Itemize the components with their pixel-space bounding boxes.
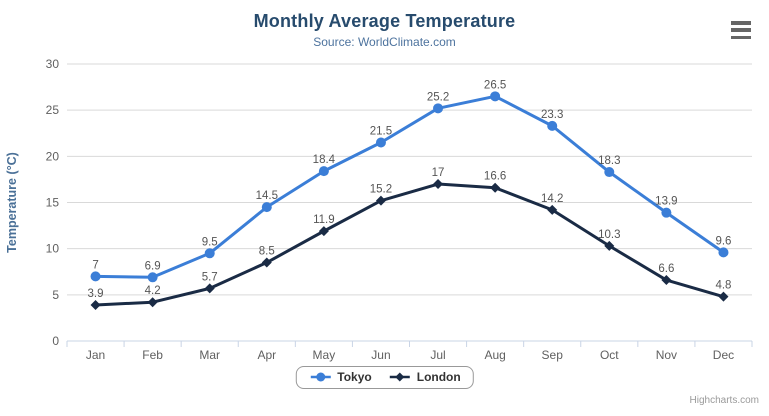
- data-point-marker-tokyo[interactable]: [147, 272, 158, 283]
- data-point-marker-london[interactable]: [490, 182, 501, 193]
- data-label: 7: [92, 259, 98, 271]
- y-tick-label: 0: [52, 334, 59, 348]
- data-label: 5.7: [202, 271, 218, 283]
- hamburger-menu-icon: [731, 35, 751, 39]
- data-point-marker-london[interactable]: [90, 299, 101, 310]
- legend-item-tokyo[interactable]: Tokyo: [308, 370, 372, 384]
- data-point-marker-tokyo[interactable]: [604, 167, 615, 178]
- x-tick-label: Jul: [430, 348, 445, 362]
- x-tick-label: Mar: [199, 348, 220, 362]
- data-label: 26.5: [484, 79, 506, 91]
- data-label: 11.9: [313, 214, 335, 226]
- data-point-marker-tokyo[interactable]: [90, 271, 101, 282]
- data-point-marker-london[interactable]: [433, 179, 444, 190]
- export-menu-button[interactable]: [731, 21, 751, 39]
- data-label: 18.3: [598, 155, 620, 167]
- london-legend-marker-icon: [389, 372, 410, 382]
- legend-label-tokyo: Tokyo: [337, 370, 372, 384]
- chart-title: Monthly Average Temperature: [253, 11, 516, 31]
- x-tick-label: Jan: [86, 348, 105, 362]
- data-point-marker-tokyo[interactable]: [433, 103, 444, 114]
- data-label: 21.5: [370, 125, 392, 137]
- hamburger-menu-icon: [731, 21, 751, 25]
- x-tick-label: Dec: [713, 348, 734, 362]
- data-point-marker-london[interactable]: [718, 291, 729, 302]
- data-label: 4.2: [145, 285, 161, 297]
- data-point-marker-tokyo[interactable]: [261, 202, 272, 213]
- data-point-marker-london[interactable]: [547, 204, 558, 215]
- data-label: 14.2: [541, 193, 563, 205]
- data-label: 9.5: [202, 236, 218, 248]
- x-tick-label: Nov: [656, 348, 677, 362]
- data-point-marker-tokyo[interactable]: [204, 248, 215, 259]
- legend-item-london[interactable]: London: [388, 370, 461, 384]
- y-tick-label: 25: [46, 103, 60, 117]
- x-tick-label: Oct: [600, 348, 619, 362]
- y-tick-label: 20: [46, 149, 60, 163]
- y-tick-label: 30: [46, 57, 60, 71]
- data-point-marker-tokyo[interactable]: [318, 166, 329, 177]
- series-line-tokyo[interactable]: [94, 94, 725, 279]
- x-tick-label: Feb: [142, 348, 163, 362]
- data-point-marker-london[interactable]: [318, 226, 329, 237]
- data-label: 25.2: [427, 91, 449, 103]
- data-point-marker-tokyo[interactable]: [718, 247, 729, 258]
- data-point-marker-london[interactable]: [375, 195, 386, 206]
- data-label: 10.3: [598, 229, 620, 241]
- series-line-london[interactable]: [94, 182, 725, 307]
- data-label: 6.9: [145, 260, 161, 272]
- data-point-marker-tokyo[interactable]: [661, 207, 672, 218]
- data-label: 16.6: [484, 171, 506, 183]
- data-point-marker-london[interactable]: [147, 297, 158, 308]
- y-tick-label: 5: [52, 288, 59, 302]
- hamburger-menu-icon: [731, 28, 751, 32]
- x-tick-label: Aug: [484, 348, 505, 362]
- data-label: 3.9: [88, 288, 104, 300]
- data-label: 9.6: [715, 235, 731, 247]
- tokyo-legend-marker-icon: [310, 372, 331, 382]
- data-label: 6.6: [658, 263, 674, 275]
- x-tick-label: May: [313, 348, 336, 362]
- legend: Tokyo London: [295, 366, 474, 389]
- x-tick-label: Apr: [257, 348, 276, 362]
- legend-label-london: London: [416, 370, 461, 384]
- data-point-marker-tokyo[interactable]: [490, 91, 501, 102]
- credits-link[interactable]: Highcharts.com: [689, 395, 759, 406]
- y-tick-label: 15: [46, 196, 60, 210]
- data-point-marker-london[interactable]: [604, 240, 615, 251]
- data-label: 17: [432, 167, 445, 179]
- chart-subtitle: Source: WorldClimate.com: [313, 35, 456, 49]
- data-point-marker-london[interactable]: [261, 257, 272, 268]
- data-label: 13.9: [655, 196, 677, 208]
- data-label: 4.8: [715, 280, 731, 292]
- data-point-marker-london[interactable]: [661, 275, 672, 286]
- x-tick-label: Sep: [542, 348, 564, 362]
- y-axis-title: Temperature (°C): [5, 152, 19, 253]
- data-label: 14.5: [256, 190, 278, 202]
- data-label: 23.3: [541, 109, 563, 121]
- data-point-marker-tokyo[interactable]: [375, 137, 386, 148]
- x-tick-label: Jun: [371, 348, 390, 362]
- y-tick-label: 10: [46, 242, 60, 256]
- data-point-marker-tokyo[interactable]: [547, 120, 558, 131]
- data-label: 15.2: [370, 184, 392, 196]
- data-point-marker-london[interactable]: [204, 283, 215, 294]
- data-label: 8.5: [259, 246, 275, 258]
- data-label: 18.4: [313, 154, 336, 166]
